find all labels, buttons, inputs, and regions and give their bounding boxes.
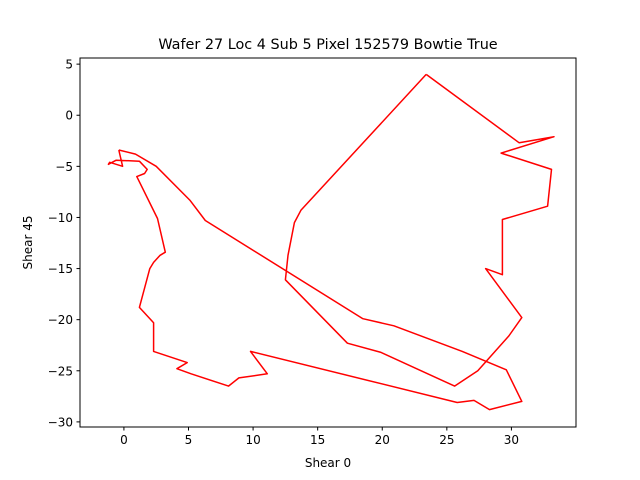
axes-frame: [79, 57, 577, 428]
y-axis-label: Shear 45: [21, 216, 35, 270]
y-tick-label: 5: [65, 58, 73, 72]
chart-title: Wafer 27 Loc 4 Sub 5 Pixel 152579 Bowtie…: [158, 37, 497, 53]
y-tick-label: −10: [48, 211, 73, 225]
x-tick-label: 10: [245, 433, 260, 447]
y-tick-label: 0: [65, 109, 73, 123]
x-tick-label: 5: [185, 433, 193, 447]
y-tick-label: −30: [48, 415, 73, 429]
series-line-1: [284, 73, 555, 387]
x-tick-label: 15: [310, 433, 325, 447]
x-tick-label: 30: [504, 433, 519, 447]
y-tick-label: −20: [48, 313, 73, 327]
y-tick-label: −15: [48, 262, 73, 276]
y-tick-label: −25: [48, 364, 73, 378]
x-axis-label: Shear 0: [305, 456, 351, 470]
x-tick-label: 20: [375, 433, 390, 447]
x-tick-label: 0: [120, 433, 128, 447]
plot-area: [107, 73, 555, 411]
y-tick-label: −5: [55, 160, 73, 174]
series-line-2: [107, 149, 523, 411]
x-tick-label: 25: [439, 433, 454, 447]
ticks: 0 5 10 15 20 25 30 5 0 −5 −10 −15 −20 −25 −30: [48, 58, 519, 447]
